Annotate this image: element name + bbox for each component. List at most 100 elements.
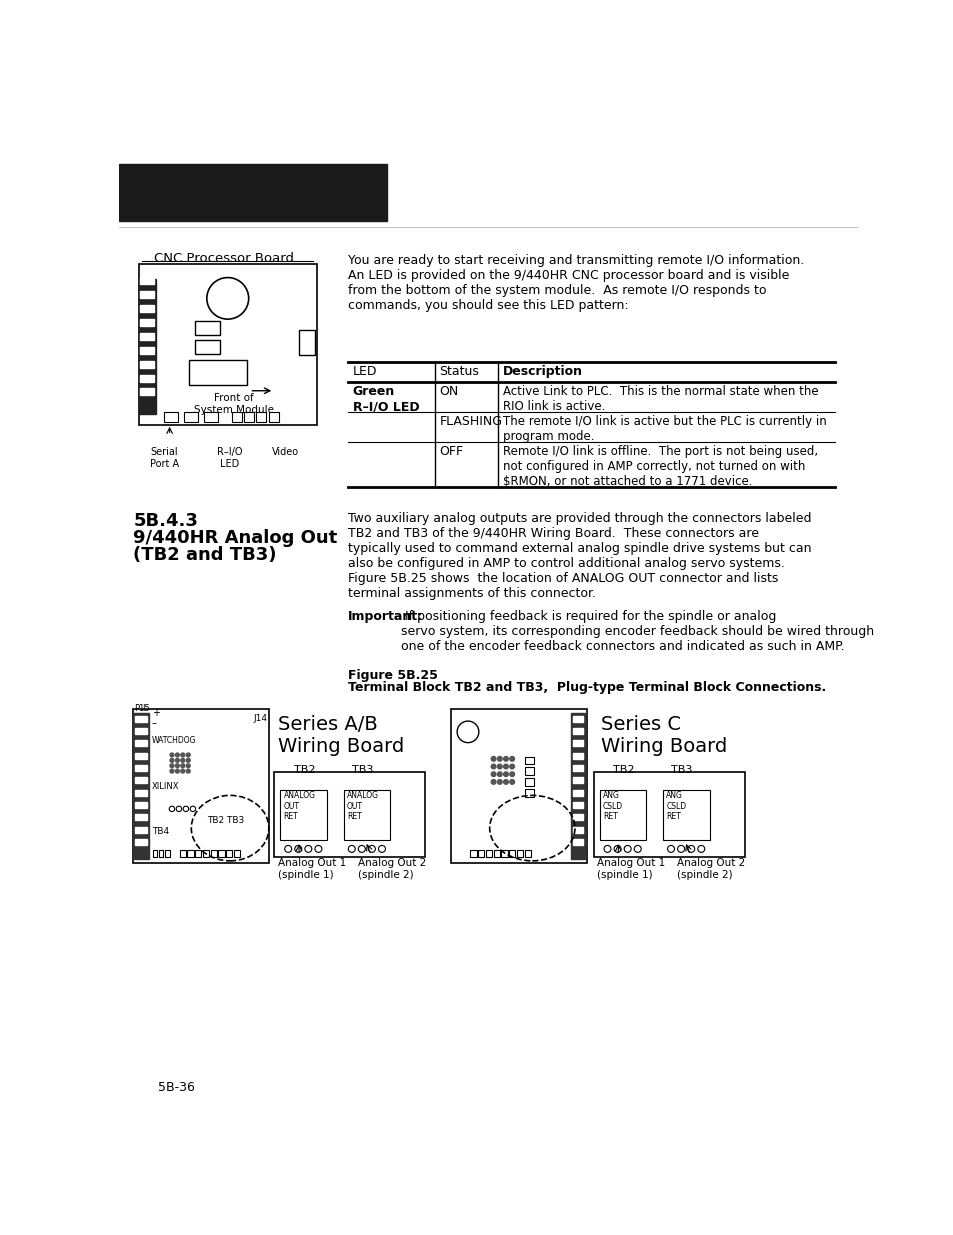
Bar xyxy=(195,340,220,353)
Bar xyxy=(189,359,247,385)
Bar xyxy=(138,279,155,414)
Bar xyxy=(572,727,583,734)
Bar xyxy=(218,850,224,857)
Text: WATCHDOG: WATCHDOG xyxy=(152,736,196,746)
Bar xyxy=(593,772,744,857)
Bar xyxy=(140,319,154,326)
Circle shape xyxy=(186,763,190,768)
Text: Two auxiliary analog outputs are provided through the connectors labeled
TB2 and: Two auxiliary analog outputs are provide… xyxy=(348,511,810,600)
Bar xyxy=(203,850,209,857)
Text: If positioning feedback is required for the spindle or analog
servo system, its : If positioning feedback is required for … xyxy=(400,610,873,653)
Text: TB3: TB3 xyxy=(670,766,692,776)
Bar xyxy=(140,389,154,395)
Circle shape xyxy=(181,758,185,762)
Text: (TB2 and TB3): (TB2 and TB3) xyxy=(133,546,276,563)
Text: The remote I/O link is active but the PLC is currently in
program mode.: The remote I/O link is active but the PL… xyxy=(502,415,825,442)
Text: ANG
CSLD
RET: ANG CSLD RET xyxy=(666,792,686,821)
Bar xyxy=(134,752,147,758)
Bar xyxy=(572,716,583,721)
Text: ANG
CSLD
RET: ANG CSLD RET xyxy=(602,792,622,821)
Bar xyxy=(140,278,154,284)
Text: J14: J14 xyxy=(253,714,267,722)
Text: Important:: Important: xyxy=(348,610,422,624)
Bar xyxy=(179,850,186,857)
Bar xyxy=(572,740,583,746)
Bar xyxy=(572,752,583,758)
Circle shape xyxy=(509,757,514,761)
Circle shape xyxy=(175,763,179,768)
Circle shape xyxy=(497,757,501,761)
Bar xyxy=(274,772,425,857)
Circle shape xyxy=(491,772,496,777)
Text: Status: Status xyxy=(439,366,478,378)
Bar xyxy=(572,802,583,808)
Circle shape xyxy=(497,779,501,784)
Text: –: – xyxy=(152,718,156,727)
Bar xyxy=(140,347,154,353)
Bar xyxy=(524,850,530,857)
Text: FLASHING: FLASHING xyxy=(439,415,502,427)
Bar xyxy=(140,333,154,340)
Text: TB2: TB2 xyxy=(294,766,314,776)
Text: OFF: OFF xyxy=(439,446,463,458)
Bar xyxy=(524,767,534,776)
Bar xyxy=(662,789,709,840)
Text: 5B-36: 5B-36 xyxy=(158,1082,194,1094)
Bar xyxy=(134,777,147,783)
Text: Remote I/O link is offline.  The port is not being used,
not configured in AMP c: Remote I/O link is offline. The port is … xyxy=(502,446,817,488)
Bar xyxy=(477,850,484,857)
Text: Series C
Wiring Board: Series C Wiring Board xyxy=(600,715,727,756)
Text: 9/440HR Analog Out: 9/440HR Analog Out xyxy=(133,529,337,547)
Text: LED: LED xyxy=(353,366,376,378)
Circle shape xyxy=(497,764,501,769)
Text: You are ready to start receiving and transmitting remote I/O information.
An LED: You are ready to start receiving and tra… xyxy=(348,254,803,312)
Circle shape xyxy=(170,753,173,757)
Bar xyxy=(233,850,240,857)
Text: Description: Description xyxy=(502,366,582,378)
Bar xyxy=(134,789,147,795)
Circle shape xyxy=(503,757,508,761)
Bar xyxy=(134,764,147,771)
Circle shape xyxy=(509,772,514,777)
Bar xyxy=(572,764,583,771)
Bar xyxy=(451,709,586,863)
Bar xyxy=(140,374,154,382)
Bar xyxy=(158,850,163,857)
Text: 9/440HR CNC/Drive System: 9/440HR CNC/Drive System xyxy=(133,194,287,205)
Bar xyxy=(211,850,216,857)
Text: TB3: TB3 xyxy=(352,766,373,776)
Bar xyxy=(165,850,170,857)
Circle shape xyxy=(175,769,179,773)
Text: +: + xyxy=(152,709,160,719)
Bar xyxy=(298,330,314,354)
Bar xyxy=(493,850,499,857)
Bar xyxy=(138,264,316,425)
Text: Analog Out 2
(spindle 2): Analog Out 2 (spindle 2) xyxy=(677,858,744,879)
Text: Analog Out 1
(spindle 1): Analog Out 1 (spindle 1) xyxy=(278,858,346,879)
Bar xyxy=(134,802,147,808)
Circle shape xyxy=(175,753,179,757)
Bar xyxy=(572,826,583,832)
Bar xyxy=(195,850,201,857)
Bar xyxy=(524,778,534,785)
Bar xyxy=(517,850,522,857)
Bar xyxy=(524,789,534,797)
Text: Series A/B
Wiring Board: Series A/B Wiring Board xyxy=(278,715,404,756)
Circle shape xyxy=(491,764,496,769)
Bar xyxy=(152,850,157,857)
Text: Green
R–I/O LED: Green R–I/O LED xyxy=(353,385,418,414)
Text: 5B.4.3: 5B.4.3 xyxy=(133,511,198,530)
Bar xyxy=(344,789,390,840)
Bar xyxy=(204,411,218,421)
Bar xyxy=(572,839,583,845)
Bar xyxy=(133,713,149,858)
Text: Analog Out 1
(spindle 1): Analog Out 1 (spindle 1) xyxy=(597,858,665,879)
Bar xyxy=(183,411,197,421)
Bar xyxy=(599,789,645,840)
Circle shape xyxy=(186,758,190,762)
Text: Analog Out 2
(spindle 2): Analog Out 2 (spindle 2) xyxy=(357,858,426,879)
Bar xyxy=(571,713,584,858)
Circle shape xyxy=(170,769,173,773)
Bar xyxy=(280,789,327,840)
Text: I5: I5 xyxy=(142,704,150,713)
